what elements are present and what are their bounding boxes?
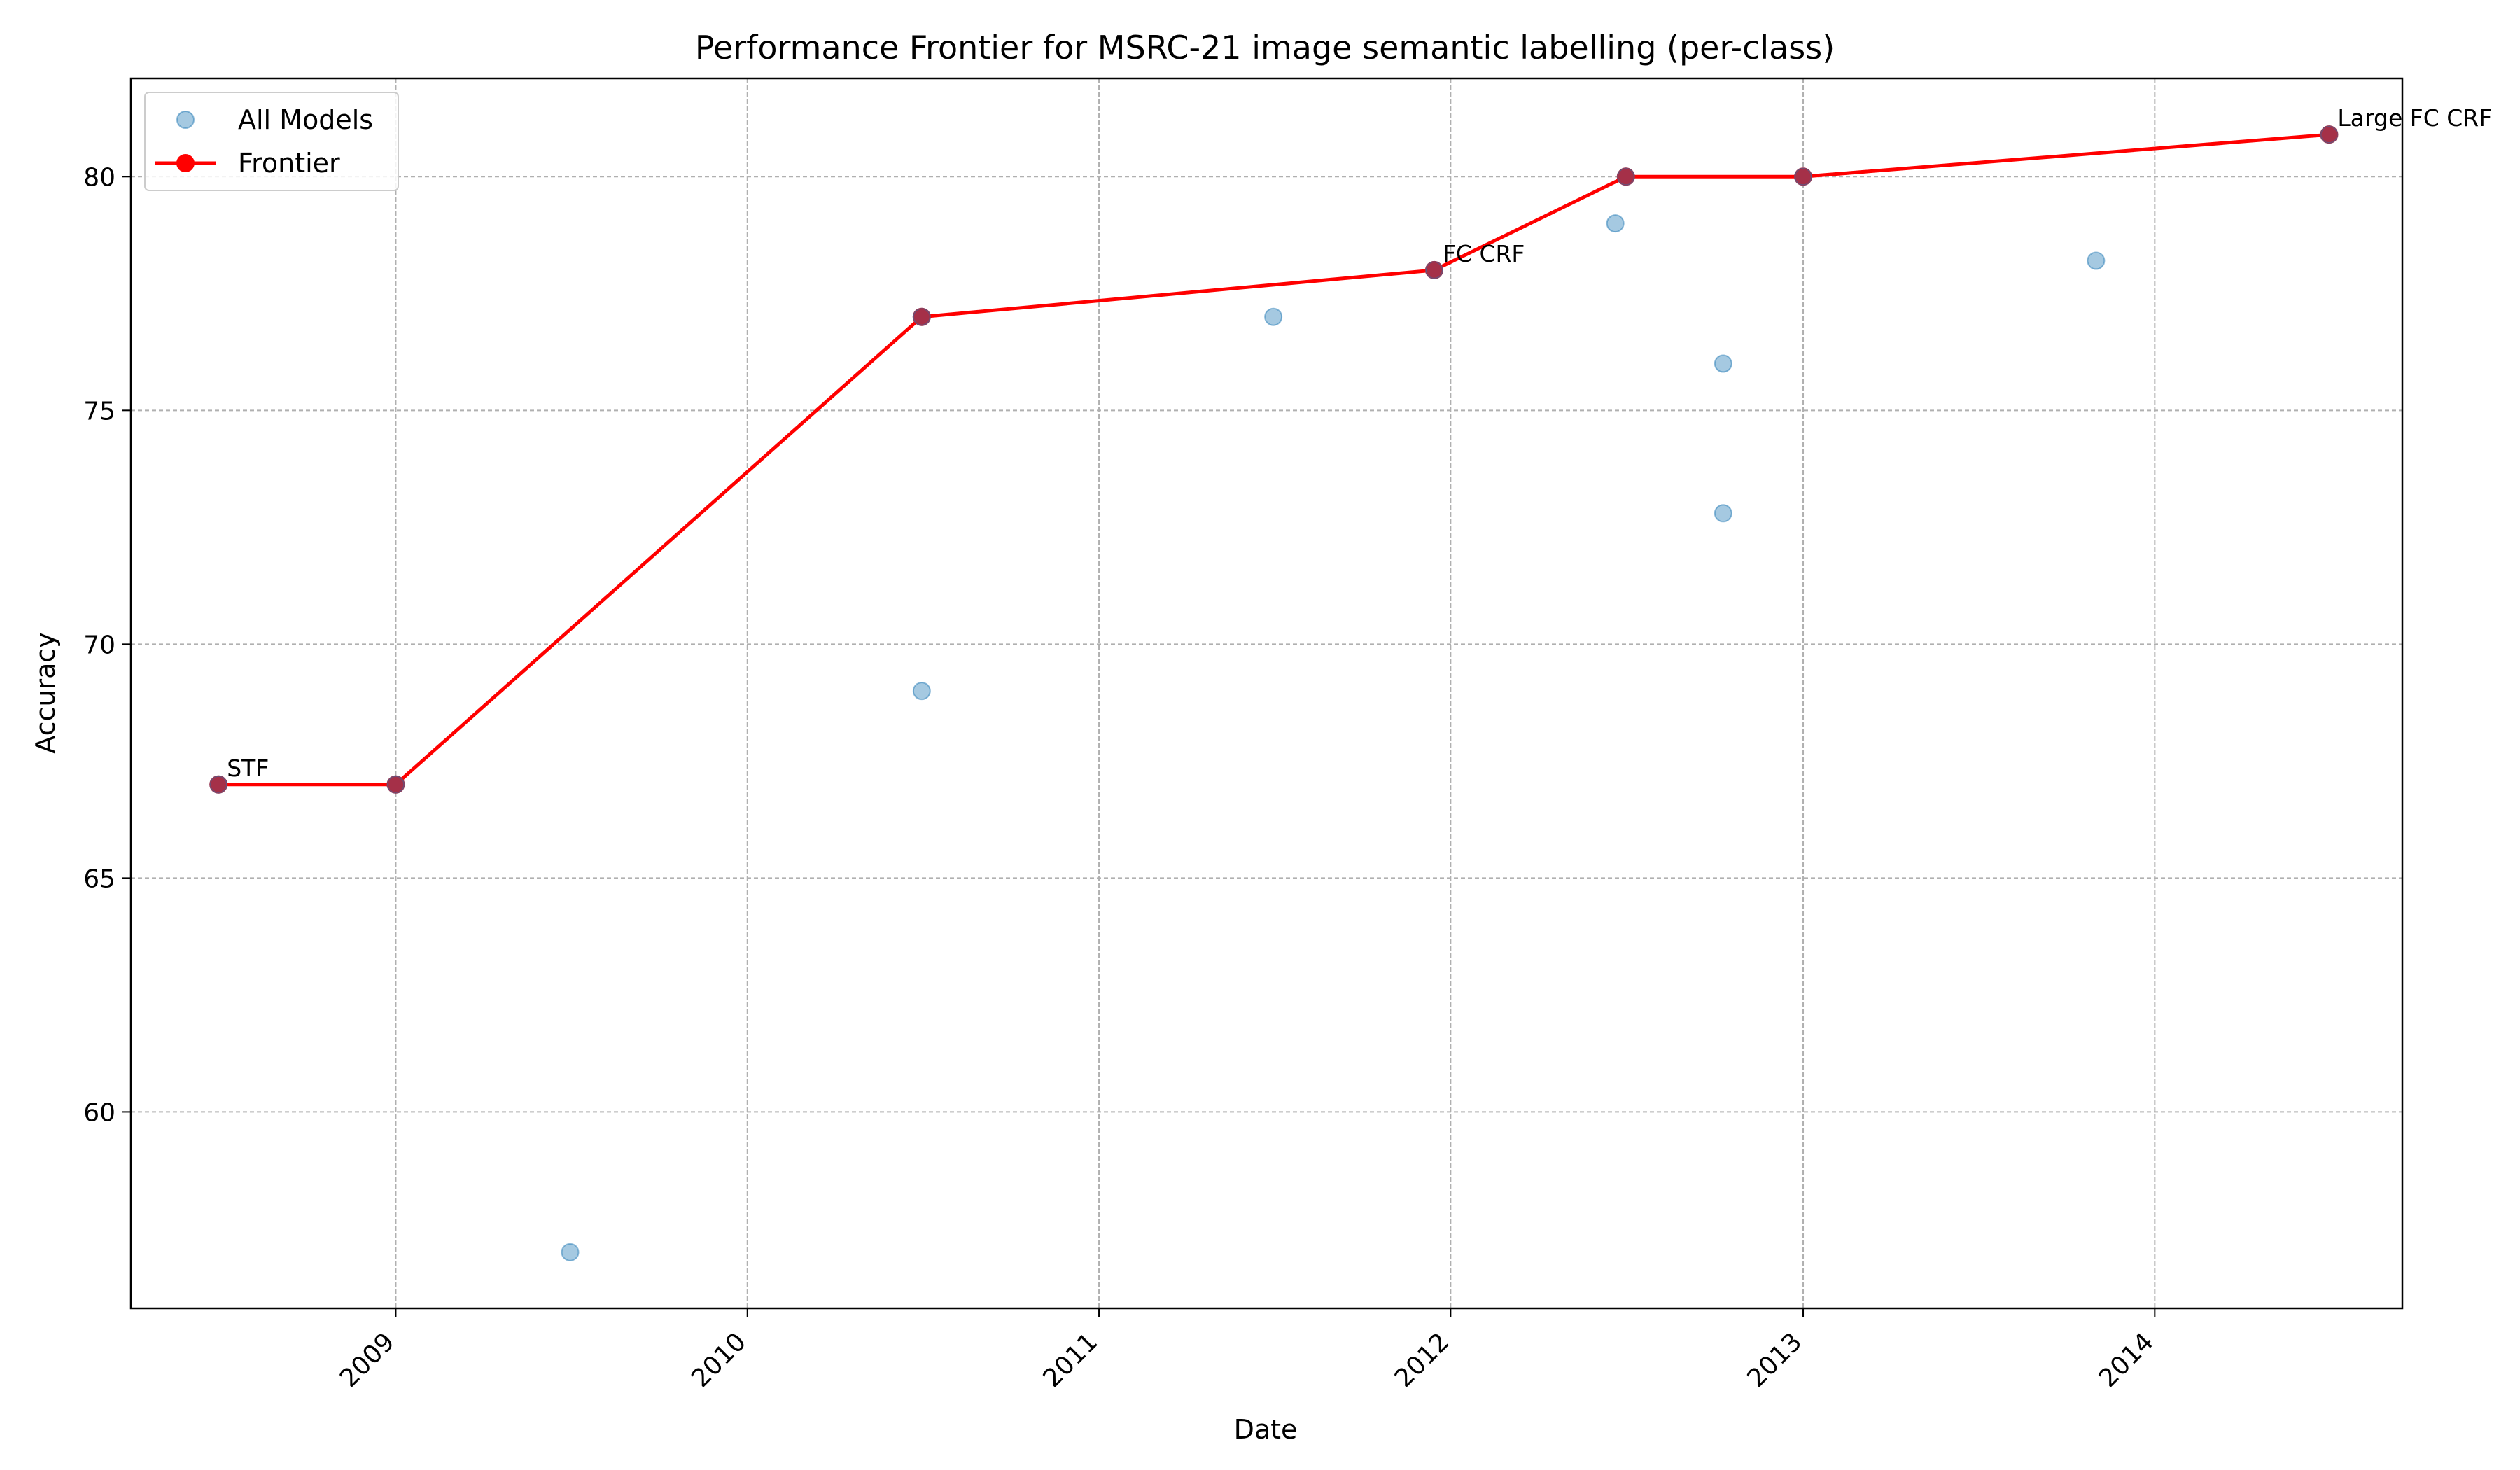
frontier-layer bbox=[209, 125, 2339, 794]
legend-marker-frontier bbox=[176, 154, 195, 172]
scatter-point bbox=[1714, 504, 1732, 523]
frontier-point bbox=[2320, 125, 2339, 144]
legend: All Models Frontier bbox=[144, 92, 399, 191]
scatter-point bbox=[2320, 125, 2339, 144]
points-layer bbox=[209, 125, 2339, 1261]
scatter-point bbox=[386, 775, 405, 794]
frontier-point bbox=[1424, 260, 1443, 279]
frontier-point bbox=[386, 775, 405, 794]
y-tick-label: 70 bbox=[83, 631, 115, 659]
scatter-point bbox=[2087, 251, 2106, 270]
scatter-point bbox=[912, 682, 931, 701]
y-tick-label: 75 bbox=[83, 397, 115, 426]
scatter-point bbox=[561, 1242, 580, 1261]
legend-label-all-models: All Models bbox=[238, 104, 373, 135]
chart-title: Performance Frontier for MSRC-21 image s… bbox=[695, 29, 1835, 66]
scatter-point bbox=[1264, 307, 1283, 326]
scatter-point bbox=[1424, 260, 1443, 279]
annotations-layer: STF FC CRF Large FC CRF bbox=[227, 104, 2492, 782]
y-tick-label: 60 bbox=[83, 1098, 115, 1127]
frontier-point bbox=[912, 307, 931, 326]
scatter-point bbox=[209, 775, 228, 794]
scatter-point bbox=[1794, 167, 1813, 186]
y-tick-label: 65 bbox=[83, 864, 115, 893]
frontier-annotation: FC CRF bbox=[1443, 240, 1525, 267]
scatter-point bbox=[1616, 167, 1635, 186]
scatter-point bbox=[1714, 354, 1732, 373]
frontier-annotation: Large FC CRF bbox=[2337, 104, 2492, 132]
frontier-point bbox=[1794, 167, 1813, 186]
legend-marker-all-models bbox=[176, 111, 195, 129]
frontier-annotation: STF bbox=[227, 755, 269, 782]
frontier-point bbox=[209, 775, 228, 794]
legend-label-frontier: Frontier bbox=[238, 148, 340, 178]
frontier-point bbox=[1616, 167, 1635, 186]
y-tick-label: 80 bbox=[83, 163, 115, 192]
plot-area-frame bbox=[130, 77, 2404, 1310]
grid-layer bbox=[131, 78, 2402, 1308]
legend-box bbox=[144, 92, 399, 191]
scatter-point bbox=[912, 307, 931, 326]
x-axis-label: Date bbox=[1234, 1414, 1298, 1445]
y-axis-label: Accuracy bbox=[30, 632, 61, 754]
scatter-point bbox=[1606, 214, 1625, 233]
